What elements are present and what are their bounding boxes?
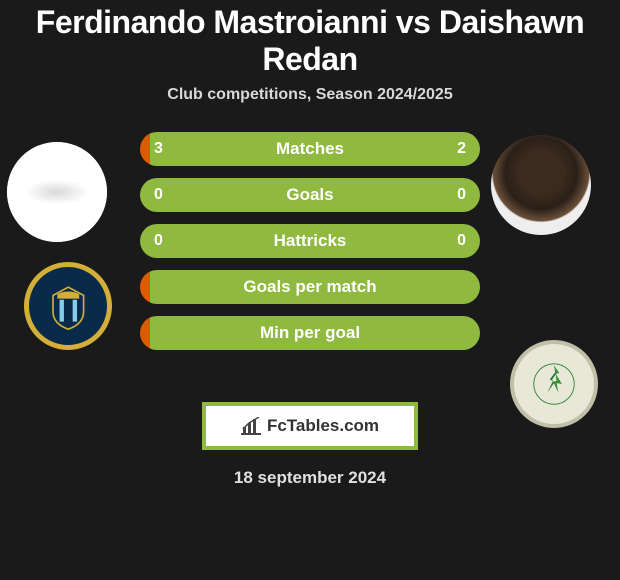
- stat-label: Hattricks: [184, 231, 436, 251]
- club-badge-left: [24, 262, 112, 350]
- stat-bar-goals-per-match: Goals per match: [140, 270, 480, 304]
- comparison-infographic: Ferdinando Mastroianni vs Daishawn Redan…: [0, 0, 620, 488]
- player-left-photo: [7, 142, 107, 242]
- avellino-crest-icon: [532, 362, 576, 406]
- stat-bar-goals: 0Goals0: [140, 178, 480, 212]
- stat-label: Matches: [184, 139, 436, 159]
- chart-icon: [241, 417, 261, 435]
- stat-label: Goals: [184, 185, 436, 205]
- player-right-photo: [491, 135, 591, 235]
- comparison-area: 3Matches20Goals00Hattricks0Goals per mat…: [0, 132, 620, 392]
- brand-box[interactable]: FcTables.com: [202, 402, 418, 450]
- stat-right-value: 2: [436, 140, 466, 158]
- stat-right-value: 0: [436, 186, 466, 204]
- stat-bar-min-per-goal: Min per goal: [140, 316, 480, 350]
- subtitle: Club competitions, Season 2024/2025: [0, 86, 620, 104]
- stat-bars: 3Matches20Goals00Hattricks0Goals per mat…: [140, 132, 480, 362]
- stat-bar-matches: 3Matches2: [140, 132, 480, 166]
- brand-label: FcTables.com: [267, 416, 379, 436]
- stat-label: Min per goal: [184, 323, 436, 343]
- stat-label: Goals per match: [184, 277, 436, 297]
- club-badge-right: [510, 340, 598, 428]
- stat-left-value: 0: [154, 186, 184, 204]
- stat-bar-hattricks: 0Hattricks0: [140, 224, 480, 258]
- stat-right-value: 0: [436, 232, 466, 250]
- latina-crest-icon: [41, 279, 96, 334]
- stat-left-value: 3: [154, 140, 184, 158]
- date-line: 18 september 2024: [0, 468, 620, 488]
- page-title: Ferdinando Mastroianni vs Daishawn Redan: [0, 0, 620, 86]
- stat-left-value: 0: [154, 232, 184, 250]
